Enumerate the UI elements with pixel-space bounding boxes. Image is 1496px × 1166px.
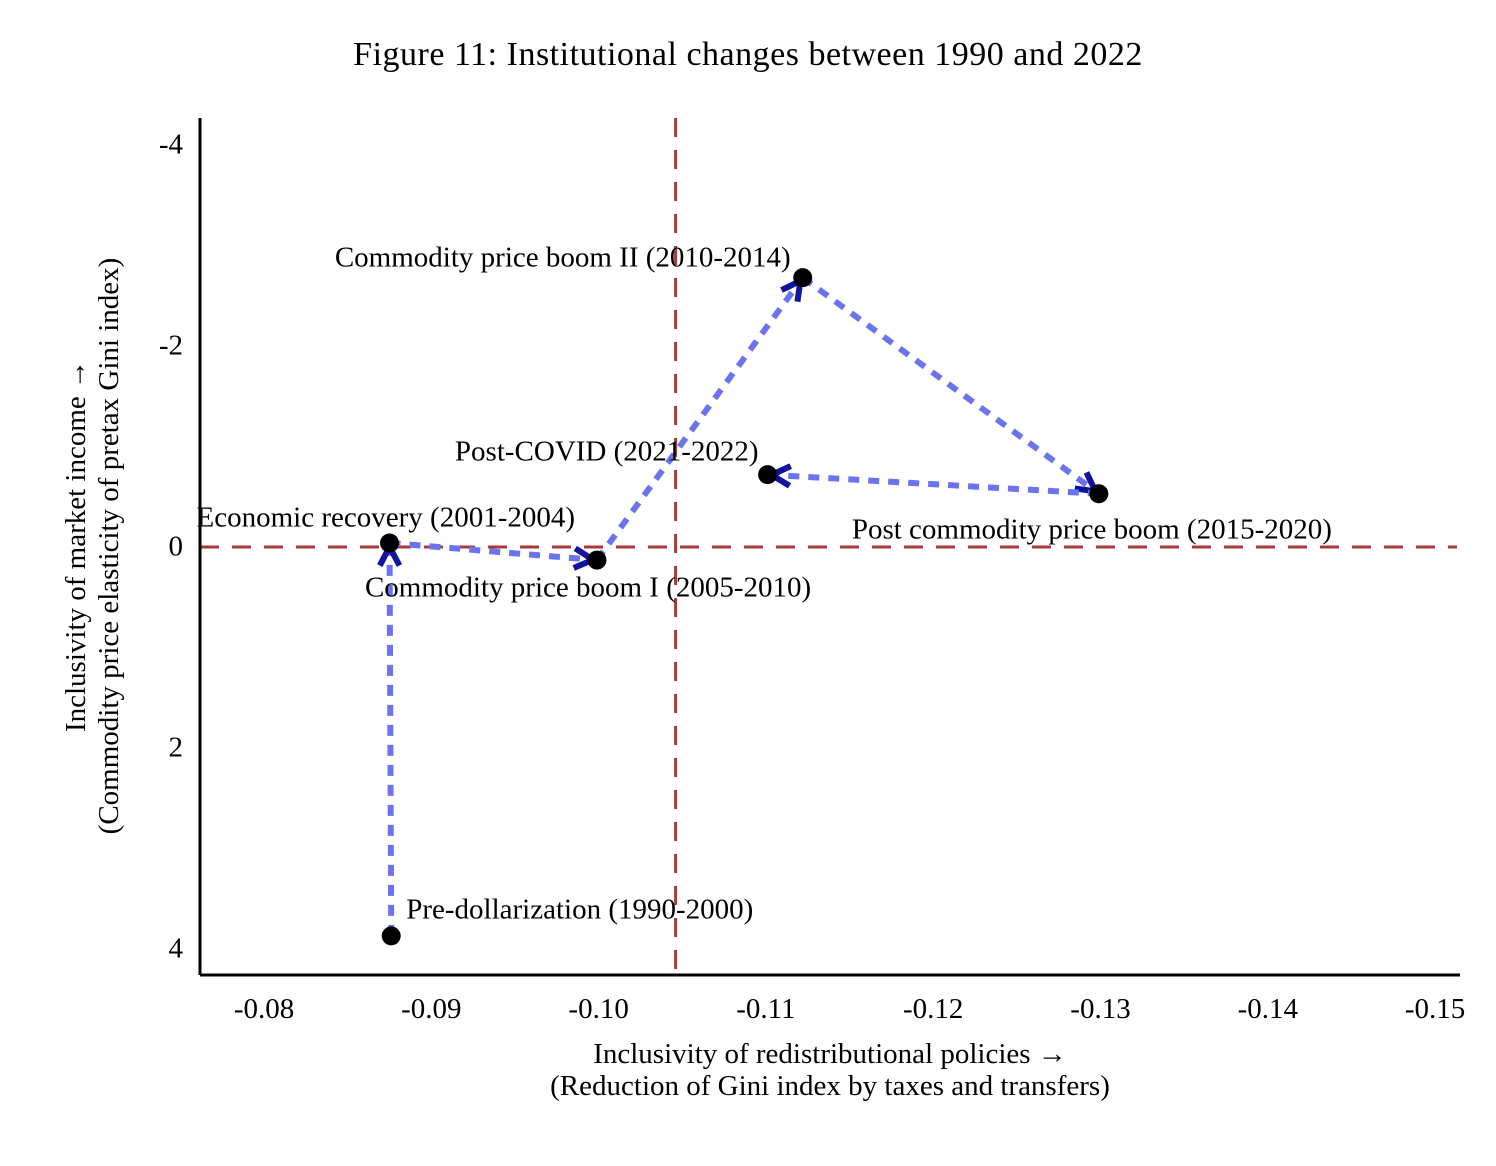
path-segment-pre-dollarization-to-economic-recovery [386,542,395,936]
x-axis-tick-label: -0.10 [568,993,629,1025]
point-label-commodity-boom-1: Commodity price boom I (2005-2010) [364,571,812,604]
path-segment-commodity-boom-1-to-commodity-boom-2 [594,275,806,562]
path-segment-economic-recovery-to-commodity-boom-1 [389,539,598,564]
data-point-post-covid [758,465,778,485]
x-axis-tick-label: -0.13 [1070,993,1131,1025]
y-axis-title: Inclusivity of market income → (Commodit… [60,258,126,835]
x-axis-title: Inclusivity of redistributional policies… [200,1038,1460,1102]
x-axis-tick-label: -0.11 [736,993,796,1025]
point-label-economic-recovery: Economic recovery (2001-2004) [196,501,576,534]
data-point-pre-dollarization [381,926,401,946]
x-axis-tick-label: -0.08 [233,993,295,1025]
point-label-pre-dollarization: Pre-dollarization (1990-2000) [406,893,754,926]
y-axis-tick-label: -2 [158,329,183,362]
y-axis-tick-label: 4 [168,932,184,965]
point-label-post-commodity-boom: Post commodity price boom (2015-2020) [851,513,1332,546]
y-axis-tick-label: -4 [158,128,183,161]
point-label-commodity-boom-2: Commodity price boom II (2010-2014) [334,241,791,274]
y-axis-tick-label: 2 [168,731,184,764]
data-point-commodity-boom-1 [587,550,607,570]
y-axis-tick-label: 0 [168,530,184,563]
x-axis-tick-label: -0.09 [401,993,462,1025]
y-axis-title-line1: Inclusivity of market income → [60,359,92,733]
point-label-post-covid: Post-COVID (2021-2022) [454,435,759,468]
x-axis-tick-label: -0.14 [1237,993,1298,1025]
chart-title: Figure 11: Institutional changes between… [353,36,1143,73]
data-point-economic-recovery [380,533,400,553]
x-axis-title-line2: (Reduction of Gini index by taxes and tr… [550,1070,1110,1102]
data-point-commodity-boom-2 [793,268,813,288]
path-segment-post-commodity-boom-to-post-covid [767,471,1100,497]
x-axis-tick-label: -0.15 [1404,993,1466,1025]
path-segment-commodity-boom-2-to-post-commodity-boom [800,275,1101,497]
y-axis-title-line2: (Commodity price elasticity of pretax Gi… [93,257,125,835]
x-axis-title-line1: Inclusivity of redistributional policies… [593,1038,1067,1070]
data-point-post-commodity-boom [1089,484,1109,504]
x-axis-tick-label: -0.12 [902,993,964,1025]
